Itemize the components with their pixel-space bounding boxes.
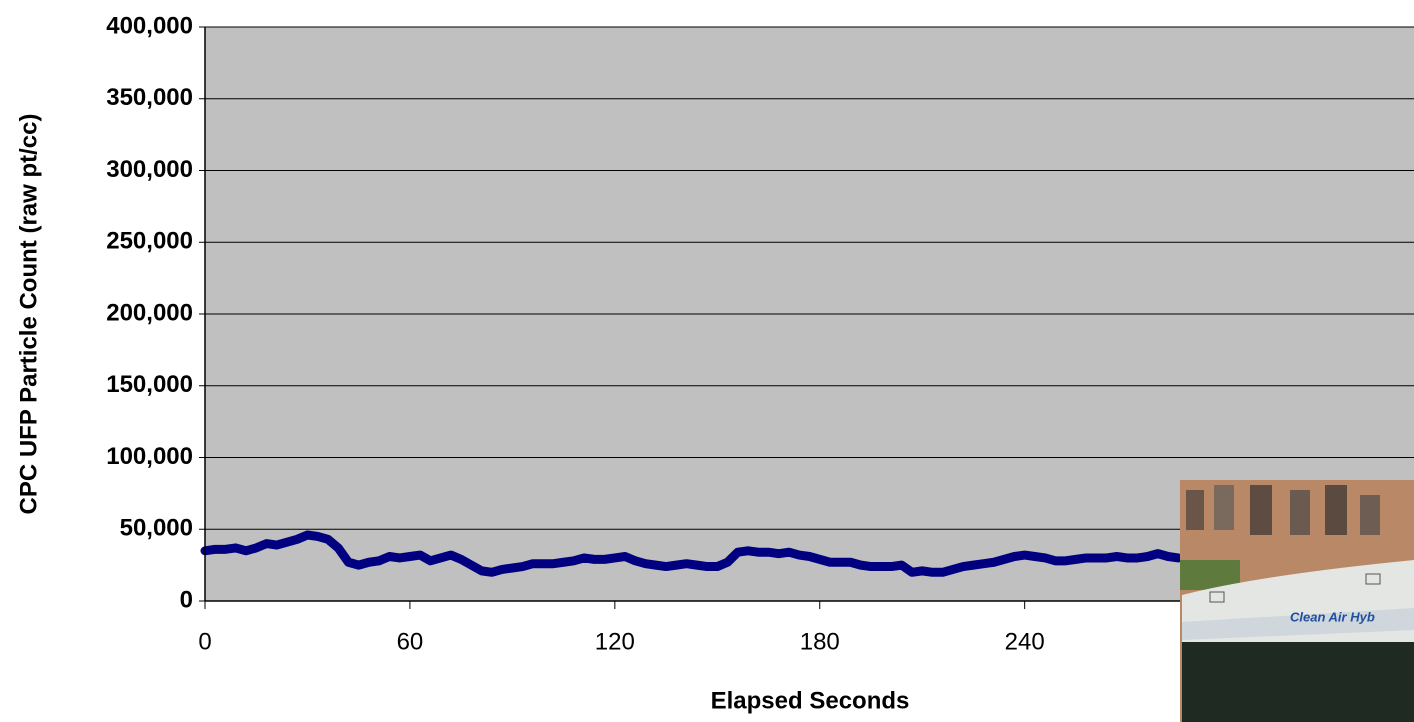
y-tick-label: 50,000 <box>120 515 193 542</box>
x-tick-label: 180 <box>800 628 840 655</box>
x-tick-label: 240 <box>1005 628 1045 655</box>
photo-window <box>1250 485 1272 535</box>
photo: Clean Air Hyb <box>1180 480 1414 722</box>
x-tick-label: 60 <box>397 628 424 655</box>
y-tick-label: 400,000 <box>106 12 193 39</box>
y-tick-label: 300,000 <box>106 156 193 183</box>
y-tick-label: 100,000 <box>106 443 193 470</box>
photo-window <box>1214 485 1234 530</box>
x-tick-label: 0 <box>198 628 211 655</box>
photo-window <box>1186 490 1204 530</box>
photo-light <box>1209 591 1225 603</box>
y-tick-label: 200,000 <box>106 299 193 326</box>
photo-bus-window <box>1182 642 1414 722</box>
photo-window <box>1325 485 1347 535</box>
y-tick-label: 350,000 <box>106 84 193 111</box>
y-tick-label: 150,000 <box>106 371 193 398</box>
photo-text: Clean Air Hyb <box>1290 609 1375 624</box>
photo-bus-band <box>1182 608 1414 640</box>
y-tick-label: 250,000 <box>106 228 193 255</box>
photo-light <box>1365 573 1381 585</box>
x-tick-label: 120 <box>595 628 635 655</box>
data-line <box>200 530 1183 577</box>
photo-window <box>1290 490 1310 535</box>
y-tick-label: 0 <box>180 586 193 613</box>
photo-window <box>1360 495 1380 535</box>
y-axis-label: CPC UFP Particle Count (raw pt/cc) <box>15 114 42 515</box>
x-axis-label: Elapsed Seconds <box>711 687 910 714</box>
